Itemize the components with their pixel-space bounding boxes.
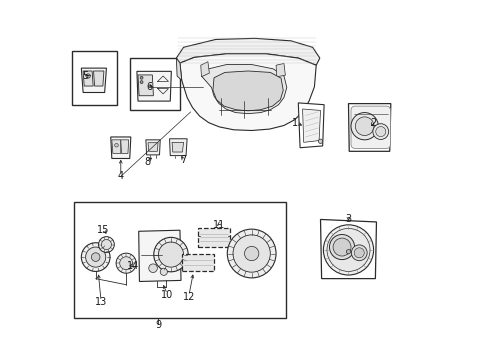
Polygon shape bbox=[137, 71, 171, 101]
Polygon shape bbox=[93, 71, 104, 86]
Polygon shape bbox=[298, 103, 324, 148]
Circle shape bbox=[244, 246, 258, 261]
FancyBboxPatch shape bbox=[350, 106, 389, 148]
Polygon shape bbox=[180, 54, 316, 131]
Circle shape bbox=[140, 81, 142, 84]
Text: 12: 12 bbox=[183, 292, 195, 302]
Circle shape bbox=[81, 243, 110, 271]
Polygon shape bbox=[320, 220, 376, 279]
Polygon shape bbox=[169, 139, 187, 156]
Circle shape bbox=[332, 238, 350, 256]
Polygon shape bbox=[139, 230, 181, 282]
Circle shape bbox=[86, 74, 90, 78]
Text: 2: 2 bbox=[370, 118, 376, 128]
Circle shape bbox=[85, 247, 105, 267]
Text: 5: 5 bbox=[81, 71, 88, 81]
Circle shape bbox=[372, 124, 388, 139]
Circle shape bbox=[233, 235, 270, 272]
Circle shape bbox=[329, 234, 354, 260]
Text: 15: 15 bbox=[97, 225, 109, 235]
Circle shape bbox=[91, 253, 100, 261]
Circle shape bbox=[158, 242, 183, 267]
Polygon shape bbox=[112, 140, 121, 153]
Text: 9: 9 bbox=[155, 320, 161, 330]
Polygon shape bbox=[110, 137, 131, 158]
Circle shape bbox=[346, 249, 350, 254]
Bar bbox=[182, 254, 214, 271]
Polygon shape bbox=[145, 140, 160, 155]
Bar bbox=[74, 202, 285, 318]
Polygon shape bbox=[201, 64, 286, 114]
Circle shape bbox=[153, 237, 188, 272]
Circle shape bbox=[375, 127, 385, 136]
Circle shape bbox=[160, 268, 167, 275]
Circle shape bbox=[355, 117, 373, 135]
Text: 13: 13 bbox=[95, 297, 107, 307]
Circle shape bbox=[101, 239, 111, 249]
Polygon shape bbox=[121, 140, 128, 153]
Polygon shape bbox=[138, 75, 153, 96]
Bar bbox=[129, 58, 180, 110]
Text: 4: 4 bbox=[118, 171, 123, 181]
Circle shape bbox=[148, 264, 157, 273]
Circle shape bbox=[326, 228, 369, 271]
Polygon shape bbox=[212, 71, 283, 111]
Text: 10: 10 bbox=[161, 290, 173, 300]
Polygon shape bbox=[172, 142, 183, 152]
Circle shape bbox=[350, 113, 378, 140]
Bar bbox=[72, 51, 117, 105]
Circle shape bbox=[318, 139, 322, 143]
Circle shape bbox=[115, 143, 118, 147]
Text: 14: 14 bbox=[127, 261, 139, 271]
Circle shape bbox=[120, 257, 132, 270]
Circle shape bbox=[99, 237, 114, 252]
Text: 11: 11 bbox=[213, 220, 225, 230]
Text: 8: 8 bbox=[144, 157, 150, 167]
Polygon shape bbox=[302, 109, 320, 142]
Polygon shape bbox=[176, 58, 182, 80]
Circle shape bbox=[353, 248, 364, 258]
Polygon shape bbox=[348, 104, 390, 151]
Circle shape bbox=[351, 245, 366, 261]
Circle shape bbox=[227, 229, 276, 278]
Text: 6: 6 bbox=[146, 82, 152, 92]
Polygon shape bbox=[148, 143, 158, 151]
Polygon shape bbox=[83, 71, 93, 86]
Polygon shape bbox=[201, 62, 209, 77]
Text: 1: 1 bbox=[291, 118, 297, 128]
Circle shape bbox=[140, 76, 142, 79]
Text: 3: 3 bbox=[345, 215, 351, 224]
Polygon shape bbox=[176, 39, 319, 65]
Circle shape bbox=[323, 225, 373, 275]
Polygon shape bbox=[276, 63, 285, 77]
Circle shape bbox=[116, 253, 136, 273]
Text: 7: 7 bbox=[180, 155, 186, 165]
Polygon shape bbox=[81, 68, 106, 93]
Bar bbox=[198, 228, 230, 247]
